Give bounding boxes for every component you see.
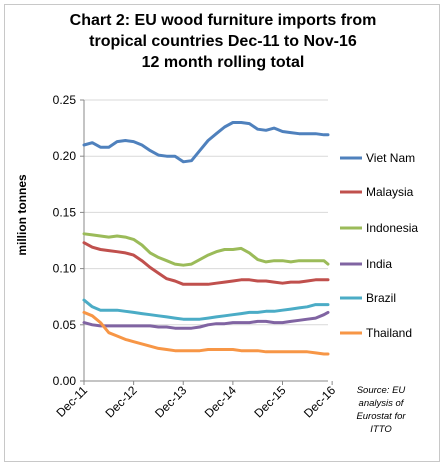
series-lines xyxy=(82,121,330,356)
x-tick-label: Dec-14 xyxy=(202,383,239,420)
source-note: Source: EU analysis of Eurostat for ITTO xyxy=(346,384,416,436)
chart-frame xyxy=(4,4,440,462)
source-note-line: Source: EU xyxy=(356,385,406,396)
legend-label-malaysia: Malaysia xyxy=(366,185,414,199)
legend-label-brazil: Brazil xyxy=(366,291,396,305)
x-tick-label: Dec-16 xyxy=(301,383,338,420)
x-tick-label: Dec-13 xyxy=(152,383,189,420)
x-tick-labels: Dec-11 Dec-12 Dec-13 Dec-14 Dec-15 Dec-16 xyxy=(53,381,338,420)
legend-label-thailand: Thailand xyxy=(366,326,412,340)
series-line-brazil xyxy=(82,298,330,321)
legend-label-indonesia: Indonesia xyxy=(366,221,418,235)
legend: Viet Nam Malaysia Indonesia India Brazil Thai… xyxy=(340,151,418,340)
y-tick-label: 0.05 xyxy=(53,318,77,332)
source-note-line: analysis of xyxy=(358,398,404,409)
y-tick-label: 0.10 xyxy=(53,262,77,276)
x-tick-label: Dec-15 xyxy=(251,383,288,420)
y-tick-label: 0.25 xyxy=(53,93,77,107)
x-tick-label: Dec-12 xyxy=(102,383,139,420)
y-axis-label: million tonnes xyxy=(15,174,29,256)
chart-title-line-2: tropical countries Dec-11 to Nov-16 xyxy=(89,33,357,50)
y-tick-label: 0.00 xyxy=(53,374,77,388)
source-note-line: ITTO xyxy=(370,424,392,435)
chart-title-line-1: Chart 2: EU wood furniture imports from xyxy=(69,12,377,29)
legend-label-viet-nam: Viet Nam xyxy=(366,151,415,165)
series-line-viet-nam xyxy=(82,121,330,164)
chart-title-line-3: 12 month rolling total xyxy=(141,54,305,71)
legend-label-india: India xyxy=(366,257,392,271)
y-tick-label: 0.20 xyxy=(53,149,77,163)
series-line-indonesia xyxy=(82,232,330,267)
y-tick-labels: 0.00 0.05 0.10 0.15 0.20 0.25 xyxy=(53,93,84,388)
x-tick-label: Dec-11 xyxy=(53,383,90,420)
y-tick-label: 0.15 xyxy=(53,205,77,219)
series-line-india xyxy=(82,310,330,330)
series-line-malaysia xyxy=(82,241,330,286)
series-line-thailand xyxy=(82,310,330,356)
source-note-line: Eurostat for xyxy=(356,411,406,422)
chart-title: Chart 2: EU wood furniture imports from … xyxy=(0,10,446,73)
